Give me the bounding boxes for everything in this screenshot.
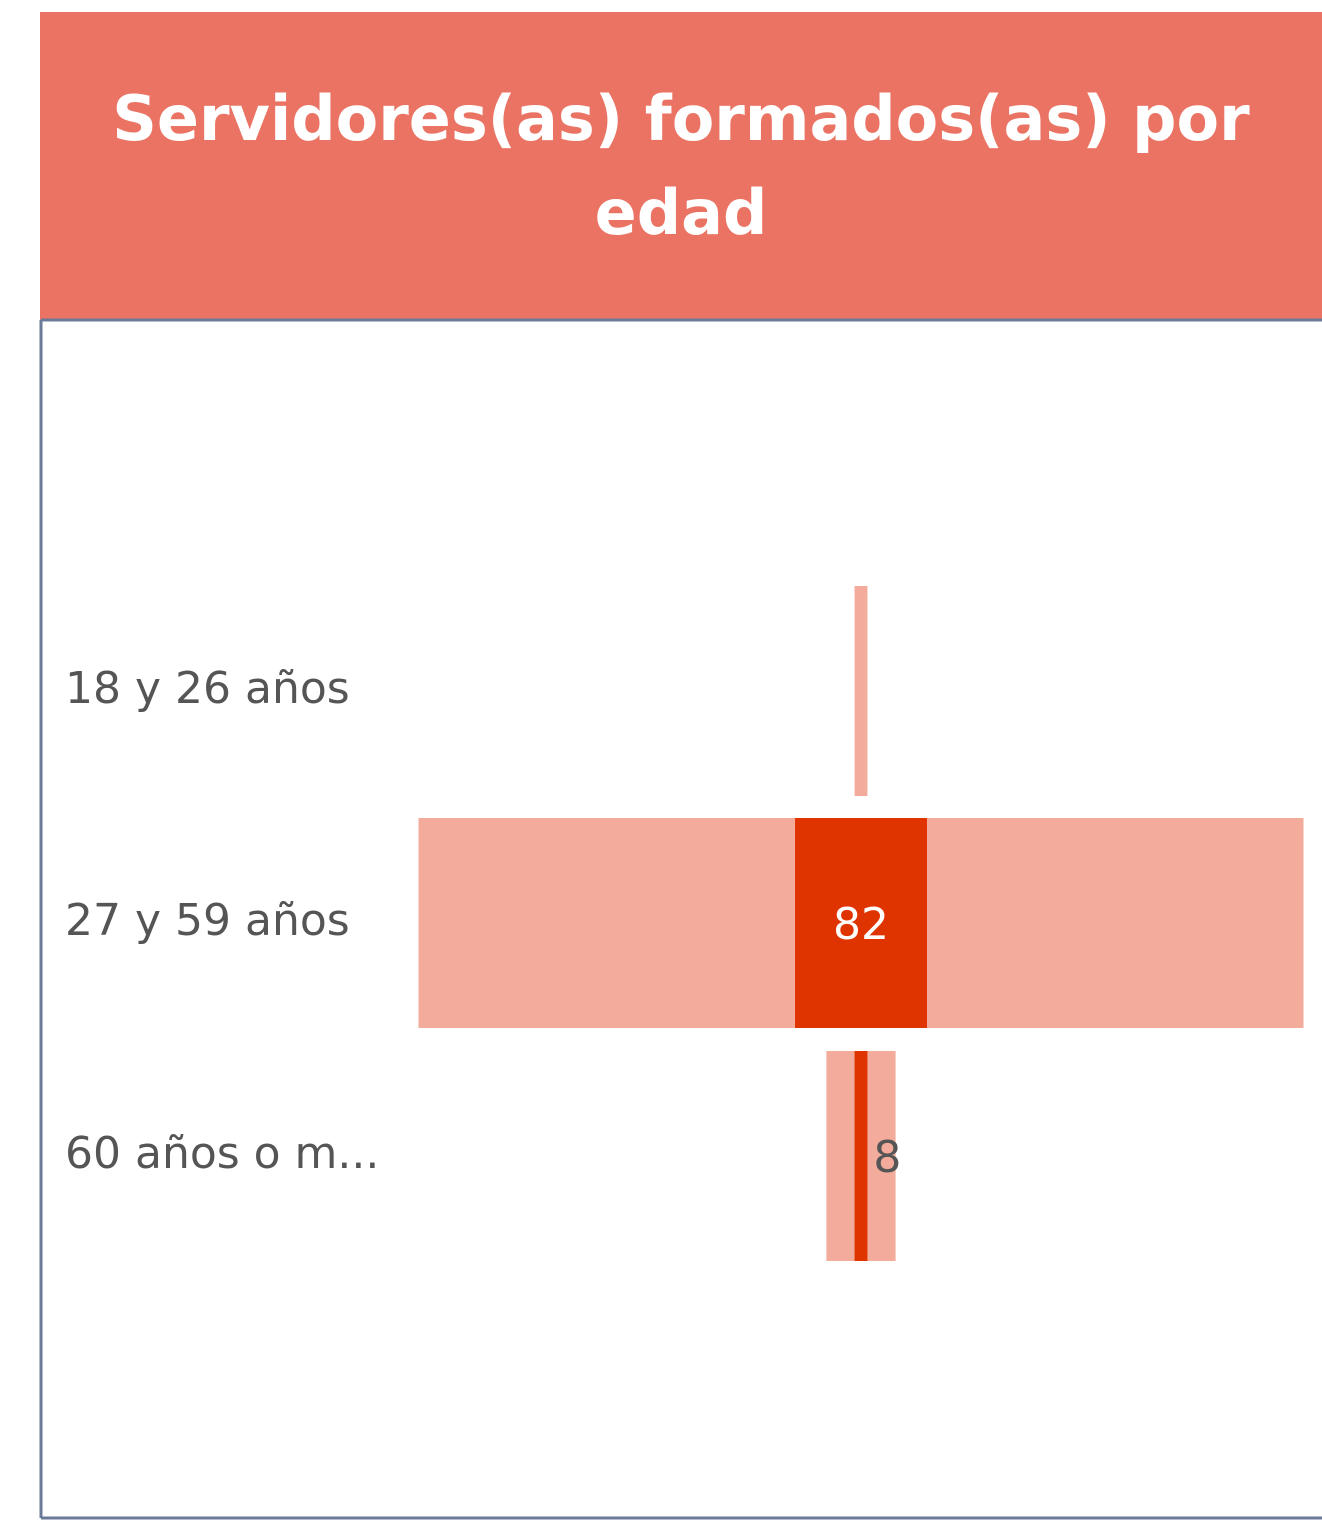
category-label: 18 y 26 años [65,663,350,714]
header: Servidores(as) formados(as) por edad [40,12,1322,320]
category-label: 60 años o m... [65,1128,379,1179]
bar [854,586,868,796]
category-label: 27 y 59 años [65,895,350,946]
value-label: 82 [833,899,889,950]
value-label: 8 [873,1132,901,1183]
bar [854,1051,868,1261]
chart-title: Servidores(as) formados(as) por edad [112,82,1250,249]
bar [795,818,927,1028]
